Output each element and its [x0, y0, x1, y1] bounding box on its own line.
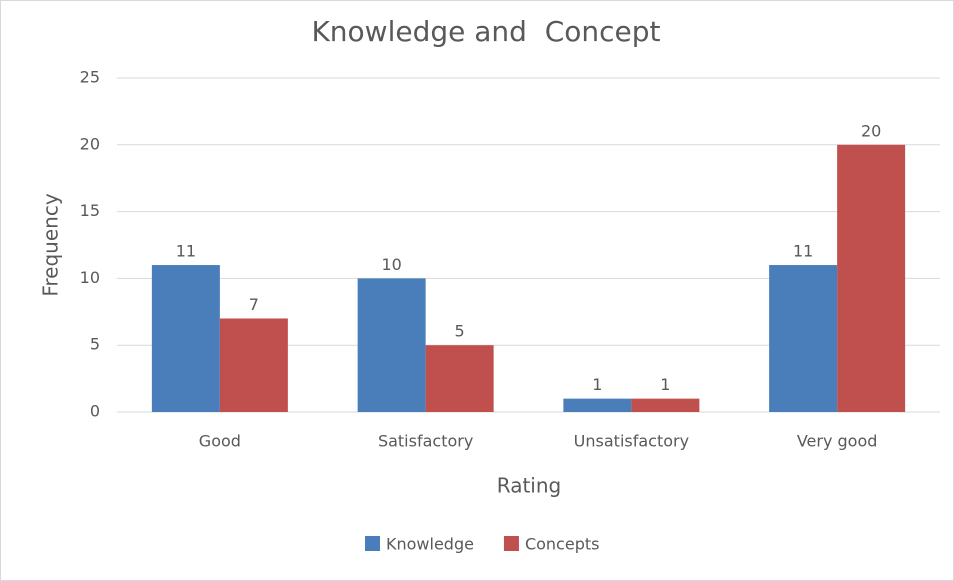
data-label: 7 [249, 295, 259, 314]
x-tick-label: Satisfactory [378, 432, 473, 451]
legend-label: Concepts [525, 535, 600, 554]
x-axis-label: Rating [497, 474, 561, 498]
chart-title: Knowledge and Concept [311, 15, 660, 48]
y-tick-label: 10 [80, 268, 100, 287]
data-label: 11 [793, 242, 813, 261]
data-label: 1 [660, 375, 670, 394]
data-label: 1 [592, 375, 602, 394]
data-label: 5 [455, 322, 465, 341]
bar [219, 318, 288, 412]
y-axis-label: Frequency [39, 193, 63, 296]
legend-swatch [365, 536, 380, 551]
bar [769, 265, 838, 412]
y-tick-label: 20 [80, 134, 100, 153]
y-tick-label: 25 [80, 68, 100, 87]
bar [837, 144, 906, 413]
data-label: 11 [176, 242, 196, 261]
legend-label: Knowledge [386, 535, 474, 554]
x-tick-label: Unsatisfactory [574, 432, 689, 451]
x-tick-label: Very good [797, 432, 878, 451]
legend-swatch [503, 536, 519, 551]
data-label: 20 [861, 121, 881, 140]
bar [563, 398, 632, 412]
y-tick-label: 15 [80, 201, 100, 220]
bar [425, 345, 494, 412]
bar [151, 265, 220, 412]
bar [631, 398, 700, 412]
y-tick-label: 5 [90, 335, 100, 354]
y-tick-label: 0 [90, 402, 100, 421]
data-label: 10 [381, 255, 401, 274]
x-tick-label: Good [199, 432, 241, 451]
bar [357, 278, 426, 412]
